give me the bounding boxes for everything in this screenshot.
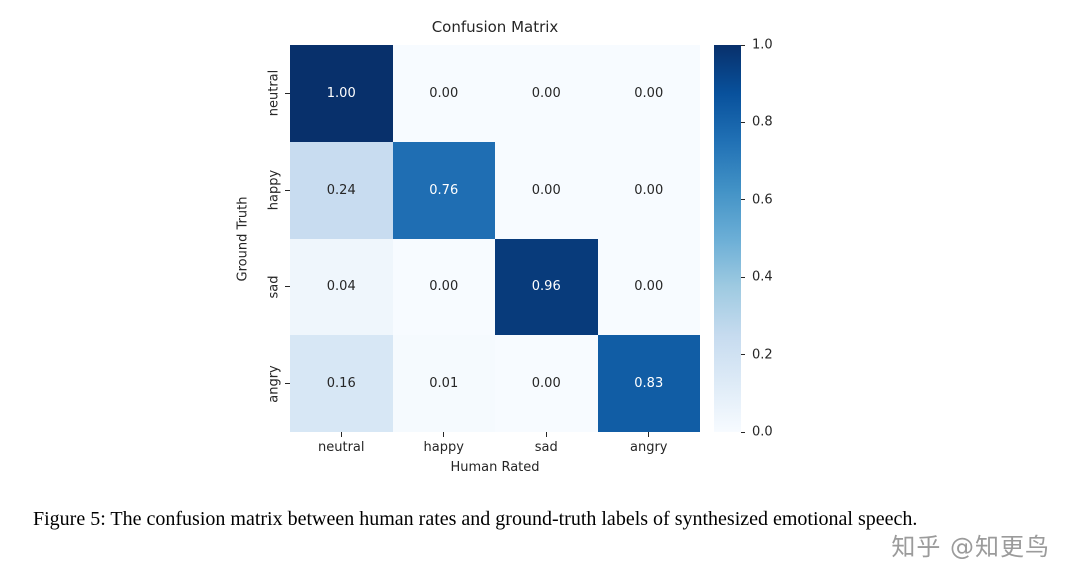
x-tick-mark bbox=[443, 432, 445, 437]
plot-area: Confusion Matrix 1.00 0.00 0.00 0.00 0.24 0.7… bbox=[236, 18, 700, 475]
y-tick-mark bbox=[285, 189, 290, 191]
colorbar-tick-label: 1.0 bbox=[752, 37, 773, 53]
heatmap-cell: 0.00 bbox=[495, 45, 598, 142]
heatmap-grid: 1.00 0.00 0.00 0.00 0.24 0.76 0.00 0.00 0.04 0.00… bbox=[290, 45, 700, 432]
heatmap-cell: 0.76 bbox=[392, 141, 495, 239]
heatmap-cell: 0.00 bbox=[597, 238, 700, 336]
y-tick-mark bbox=[285, 286, 290, 288]
heatmap-cell: 0.04 bbox=[290, 238, 393, 336]
colorbar-tick-mark bbox=[741, 199, 745, 201]
heatmap-cell: 0.00 bbox=[392, 45, 495, 142]
colorbar-tick-mark bbox=[741, 121, 745, 123]
heatmap-cell: 0.83 bbox=[597, 335, 700, 432]
x-tick-label: neutral bbox=[318, 440, 365, 455]
x-tick-label: happy bbox=[423, 440, 464, 455]
heatmap-cell: 0.00 bbox=[597, 45, 700, 142]
colorbar-tick-label: 0.0 bbox=[752, 424, 773, 440]
x-tick-label: angry bbox=[630, 440, 668, 455]
y-tick-label: angry bbox=[266, 364, 282, 403]
colorbar-tick-mark bbox=[741, 276, 745, 278]
colorbar-tick-label: 0.4 bbox=[752, 269, 773, 285]
heatmap-cell: 0.96 bbox=[495, 238, 598, 336]
figure-caption: Figure 5: The confusion matrix between h… bbox=[33, 508, 918, 530]
y-tick-label: happy bbox=[266, 169, 282, 211]
heatmap-cell: 0.00 bbox=[495, 141, 598, 239]
y-axis-label: Ground Truth bbox=[235, 196, 251, 281]
colorbar-tick-mark bbox=[741, 44, 745, 46]
x-tick-mark bbox=[340, 432, 342, 437]
colorbar-tick-label: 0.2 bbox=[752, 347, 773, 363]
heatmap-cell: 0.24 bbox=[290, 141, 393, 239]
chart-title: Confusion Matrix bbox=[431, 18, 559, 36]
x-tick-mark bbox=[545, 432, 547, 437]
x-tick-label: sad bbox=[534, 440, 558, 455]
colorbar-tick-mark bbox=[741, 354, 745, 356]
y-tick-mark bbox=[285, 383, 290, 385]
colorbar-area: 1.0 0.8 0.6 0.4 0.2 0.0 bbox=[714, 38, 794, 440]
x-axis-label: Human Rated bbox=[450, 460, 540, 475]
y-tick-label: neutral bbox=[266, 70, 282, 117]
y-tick-mark bbox=[285, 92, 290, 94]
colorbar-tick-label: 0.6 bbox=[752, 192, 773, 208]
y-tick-label: sad bbox=[266, 275, 282, 299]
heatmap-cell: 0.00 bbox=[495, 335, 598, 432]
heatmap-cell: 0.01 bbox=[392, 335, 495, 432]
colorbar bbox=[714, 45, 741, 432]
colorbar-tick-mark bbox=[741, 431, 745, 433]
heatmap-cell: 0.00 bbox=[392, 238, 495, 336]
heatmap-cell: 1.00 bbox=[290, 45, 393, 142]
x-tick-mark bbox=[648, 432, 650, 437]
colorbar-tick-label: 0.8 bbox=[752, 114, 773, 130]
watermark: 知乎 @知更鸟 bbox=[891, 533, 1050, 561]
heatmap-cell: 0.16 bbox=[290, 335, 393, 432]
heatmap-cell: 0.00 bbox=[597, 141, 700, 239]
